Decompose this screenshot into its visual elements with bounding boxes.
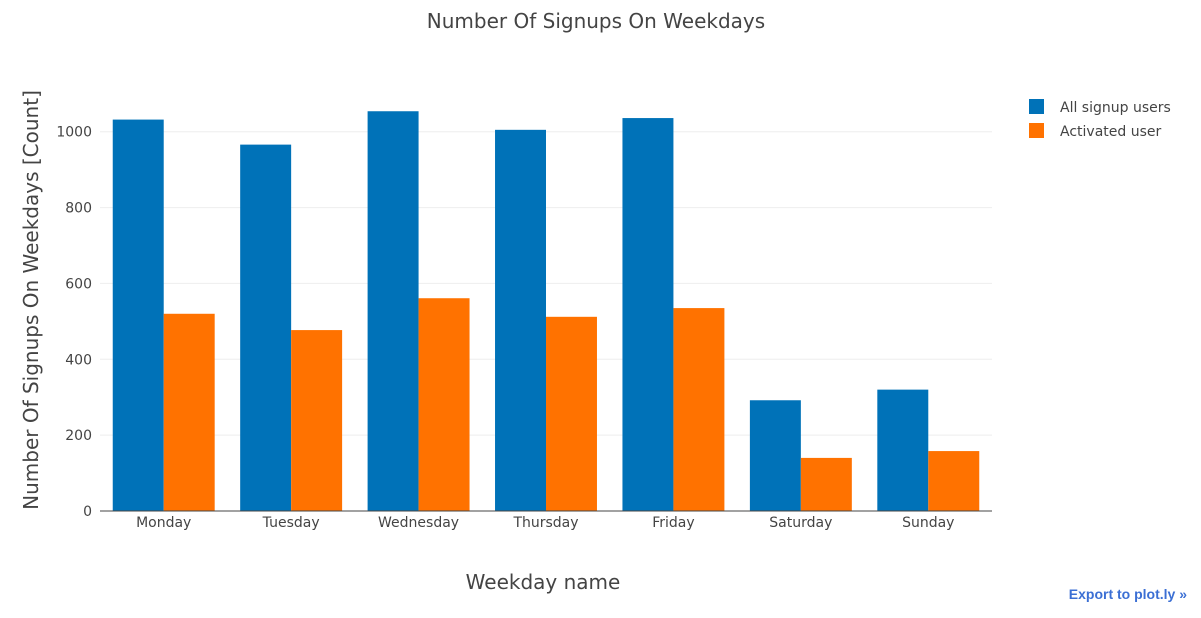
y-tick-label: 1000 [56, 125, 92, 141]
y-tick-label: 400 [65, 352, 92, 368]
legend-label: All signup users [1060, 100, 1171, 116]
export-to-plotly-link[interactable]: Export to plot.ly » [1068, 586, 1187, 602]
legend-swatch [1029, 99, 1044, 114]
x-tick-label: Monday [136, 515, 191, 531]
bar-activated-monday [163, 313, 215, 511]
chart-title: Number Of Signups On Weekdays [427, 9, 765, 33]
y-tick-label: 200 [65, 428, 92, 444]
x-tick-label: Sunday [902, 515, 954, 531]
bar-all-signup-saturday [749, 400, 801, 511]
x-tick-label: Tuesday [262, 515, 320, 531]
bar-all-signup-wednesday [367, 111, 419, 512]
bar-all-signup-thursday [495, 129, 546, 511]
bar-activated-tuesday [291, 330, 343, 511]
bar-all-signup-sunday [877, 389, 929, 511]
bar-activated-thursday [546, 316, 597, 511]
bar-activated-friday [673, 308, 725, 511]
bar-activated-sunday [928, 451, 980, 511]
bar-activated-wednesday [418, 298, 470, 511]
legend-label: Activated user [1060, 124, 1161, 140]
bars [112, 111, 980, 512]
axes: 0 200 400 600 800 1000 Monday Tuesday Wednesday T… [56, 125, 992, 531]
legend: All signup users Activated user [1029, 99, 1171, 140]
x-tick-label: Wednesday [378, 515, 459, 531]
x-tick-label: Thursday [512, 515, 578, 531]
y-axis-label: Number Of Signups On Weekdays [Count] [19, 90, 43, 510]
bar-all-signup-tuesday [240, 144, 292, 511]
y-tick-label: 600 [65, 276, 92, 292]
bar-all-signup-monday [112, 119, 164, 511]
bar-activated-saturday [800, 457, 852, 511]
y-tick-label: 0 [83, 504, 92, 520]
x-axis-label: Weekday name [466, 570, 621, 594]
x-tick-label: Saturday [769, 515, 832, 531]
x-tick-label: Friday [652, 515, 694, 531]
y-tick-label: 800 [65, 201, 92, 217]
legend-swatch [1029, 123, 1044, 138]
bar-all-signup-friday [622, 118, 674, 512]
